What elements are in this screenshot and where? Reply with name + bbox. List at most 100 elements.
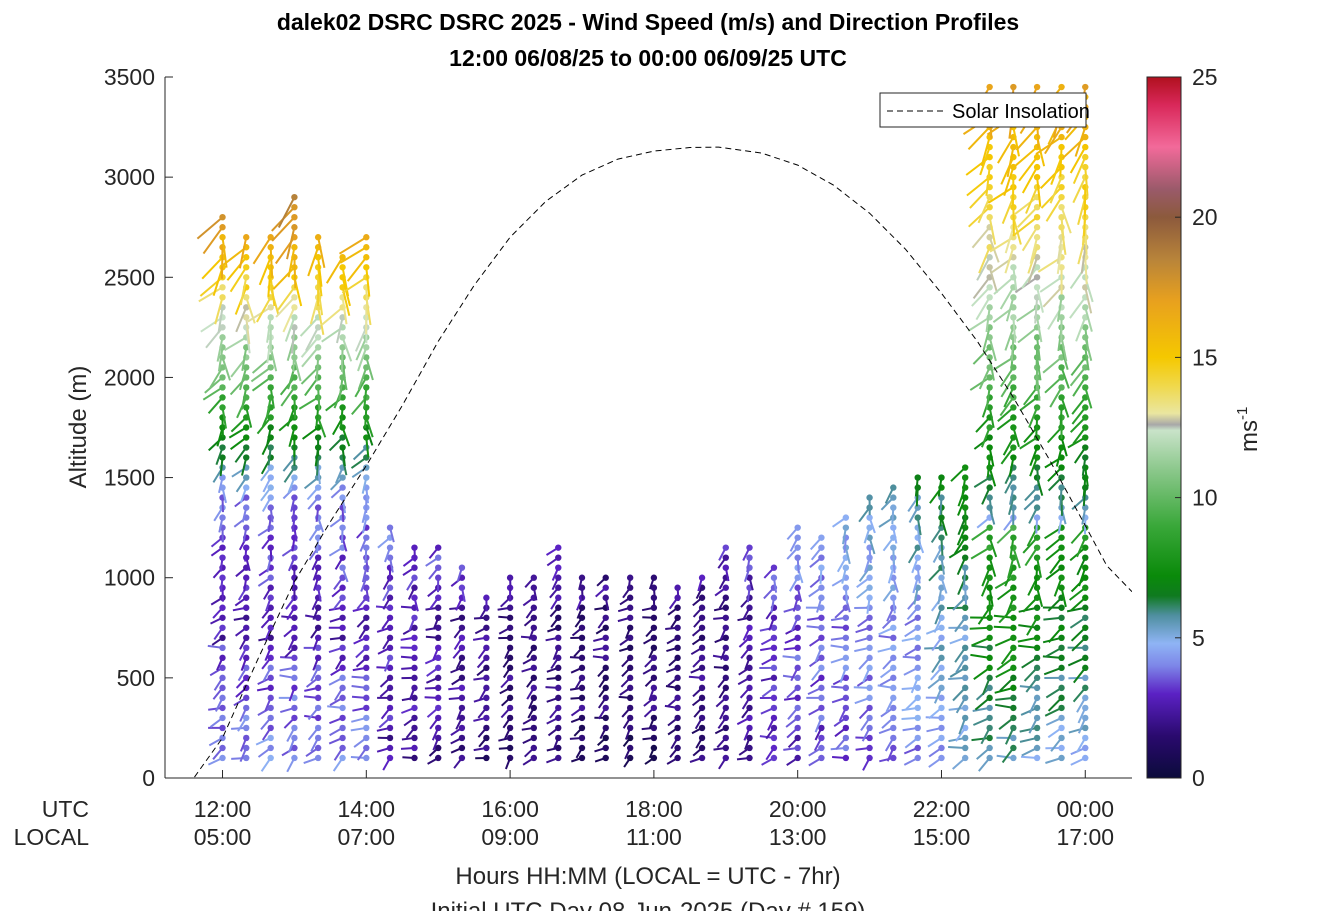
wind-barb xyxy=(272,266,296,290)
wind-barb-dot xyxy=(267,694,274,702)
wind-barb-dot xyxy=(818,624,825,631)
wind-barb-dot xyxy=(483,704,490,712)
wind-barb-dot xyxy=(291,193,298,201)
wind-barb-dot xyxy=(243,694,250,702)
wind-barb-dot xyxy=(483,614,490,621)
wind-barb-dot xyxy=(243,404,250,411)
wind-barb xyxy=(1060,367,1070,389)
wind-barb-dot xyxy=(674,634,681,641)
wind-barb-dot xyxy=(483,654,490,662)
wind-barb xyxy=(300,366,319,385)
wind-barb-dot xyxy=(1033,414,1041,421)
wind-barb xyxy=(364,407,368,429)
wind-barb xyxy=(1084,167,1089,196)
wind-barb-dot xyxy=(962,614,969,621)
wind-barb xyxy=(1059,407,1063,429)
wind-barb xyxy=(975,416,991,433)
wind-barb-dot xyxy=(219,754,226,762)
wind-barb-dot xyxy=(1058,614,1065,621)
wind-barb-dot xyxy=(458,614,466,621)
wind-barb-dot xyxy=(578,744,586,752)
wind-barb-dot xyxy=(794,754,801,762)
wind-barb xyxy=(305,326,320,352)
wind-barb-dot xyxy=(770,574,778,581)
wind-barb-dot xyxy=(1082,304,1089,311)
wind-barb-dot xyxy=(866,614,873,621)
wind-barb-dot xyxy=(386,634,394,641)
wind-barb-dot xyxy=(1010,674,1017,682)
wind-barb-dot xyxy=(746,754,753,762)
wind-barb-dot xyxy=(506,624,514,631)
wind-barb-dot xyxy=(243,434,250,441)
wind-barb-dot xyxy=(243,484,250,491)
wind-barb-dot xyxy=(363,534,370,541)
wind-barb-dot xyxy=(890,494,897,501)
wind-barb xyxy=(1035,347,1039,371)
wind-barb-dot xyxy=(1010,634,1017,641)
wind-barb-dot xyxy=(339,614,346,621)
x-tick-label-utc: 14:00 xyxy=(338,796,396,822)
wind-barb xyxy=(354,376,368,398)
wind-barb-dot xyxy=(483,734,490,742)
wind-barb xyxy=(1024,547,1038,567)
wind-barb-dot xyxy=(986,434,993,441)
wind-barb-dot xyxy=(314,674,322,682)
wind-barb-dot xyxy=(1033,624,1041,631)
wind-barb-dot xyxy=(339,434,346,441)
wind-barb-dot xyxy=(291,564,298,571)
wind-barb-dot xyxy=(602,624,609,631)
wind-barb-dot xyxy=(770,694,778,702)
wind-barb-dot xyxy=(435,614,442,621)
wind-barb-dot xyxy=(602,584,609,591)
wind-barb-dot xyxy=(650,714,658,722)
wind-barb-dot xyxy=(890,724,897,732)
wind-barb xyxy=(1034,297,1039,324)
wind-barb-dot xyxy=(1058,364,1065,371)
wind-barb-dot xyxy=(746,604,753,611)
wind-barb-dot xyxy=(435,744,442,752)
wind-barb-dot xyxy=(339,554,346,561)
wind-barb-dot xyxy=(698,574,706,581)
wind-barb-dot xyxy=(219,694,226,702)
wind-barb-dot xyxy=(219,364,226,371)
wind-barb xyxy=(299,316,319,337)
wind-barb-dot xyxy=(914,474,921,481)
wind-barb xyxy=(363,387,368,409)
wind-barb-dot xyxy=(363,694,370,702)
wind-barb-dot xyxy=(698,714,706,722)
wind-barb-dot xyxy=(386,554,394,561)
x-tick-label-utc: 12:00 xyxy=(194,796,252,822)
wind-barb-dot xyxy=(674,644,681,652)
wind-barb-dot xyxy=(890,504,897,511)
wind-barb-dot xyxy=(1058,714,1065,722)
wind-barb-dot xyxy=(219,394,226,401)
wind-barb-dot xyxy=(1082,83,1089,91)
wind-barb xyxy=(996,526,1015,544)
wind-barb-dot xyxy=(626,694,634,702)
wind-barb-dot xyxy=(458,744,466,752)
wind-barb-dot xyxy=(914,754,921,762)
plot-area xyxy=(165,77,1132,778)
wind-barb-dot xyxy=(267,744,274,752)
wind-barb xyxy=(1045,536,1063,551)
wind-barb-dot xyxy=(986,744,993,752)
wind-barb-dot xyxy=(435,624,442,631)
colorbar-tick-label: 20 xyxy=(1192,204,1218,230)
wind-barb-dot xyxy=(1010,724,1017,732)
wind-barb xyxy=(1012,126,1020,157)
wind-barb-dot xyxy=(1082,424,1089,431)
wind-barb-dot xyxy=(674,674,681,682)
wind-barb-dot xyxy=(890,744,897,752)
wind-barb-dot xyxy=(818,694,825,702)
wind-barb-dot xyxy=(866,664,873,672)
wind-barb-dot xyxy=(267,494,274,501)
wind-barb xyxy=(1023,386,1038,406)
wind-barb-dot xyxy=(219,684,226,692)
wind-barb xyxy=(1036,317,1043,343)
wind-barb-dot xyxy=(1010,374,1017,381)
wind-barb-dot xyxy=(746,574,753,581)
wind-barb xyxy=(1074,126,1087,157)
wind-barb xyxy=(988,587,994,607)
wind-barb-dot xyxy=(243,644,250,652)
wind-barb xyxy=(280,386,296,407)
